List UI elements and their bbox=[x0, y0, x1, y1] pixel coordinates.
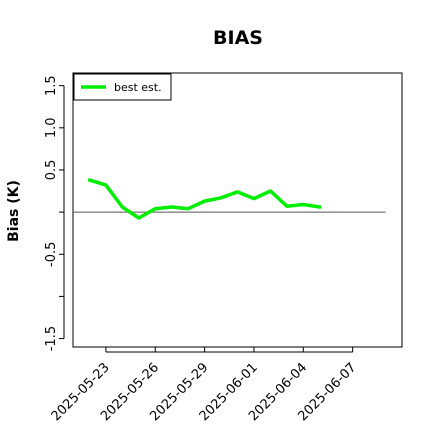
y-axis: -1.5 -0.5 0.5 1.0 1.5 bbox=[44, 75, 65, 351]
data-point bbox=[137, 216, 140, 220]
x-axis: 2025-05-232025-05-262025-05-292025-06-01… bbox=[49, 347, 359, 424]
data-point bbox=[170, 205, 173, 209]
y-tick-label: 1.5 bbox=[44, 75, 59, 96]
y-tick-label: 1.0 bbox=[44, 117, 59, 138]
y-tick-label: -1.5 bbox=[44, 326, 59, 351]
y-tick-label: -0.5 bbox=[44, 242, 59, 267]
plot-frame bbox=[72, 72, 403, 348]
data-point bbox=[236, 190, 239, 194]
data-point bbox=[285, 205, 289, 208]
plot-layer bbox=[73, 178, 386, 220]
chart-title: BIAS bbox=[213, 27, 263, 49]
data-point bbox=[104, 183, 108, 187]
y-tick-label: 0.5 bbox=[44, 160, 59, 181]
data-point bbox=[318, 205, 321, 209]
data-point bbox=[302, 203, 305, 206]
data-point bbox=[203, 199, 206, 203]
data-point bbox=[121, 205, 124, 209]
data-point bbox=[219, 196, 223, 199]
data-point bbox=[186, 207, 190, 210]
legend-label-best-est: best est. bbox=[114, 81, 162, 94]
data-point bbox=[252, 197, 256, 200]
y-axis-label: Bias (K) bbox=[6, 180, 22, 242]
data-point bbox=[154, 207, 157, 210]
data-point bbox=[269, 189, 272, 193]
legend: best est. bbox=[73, 73, 172, 101]
data-point bbox=[88, 178, 91, 182]
